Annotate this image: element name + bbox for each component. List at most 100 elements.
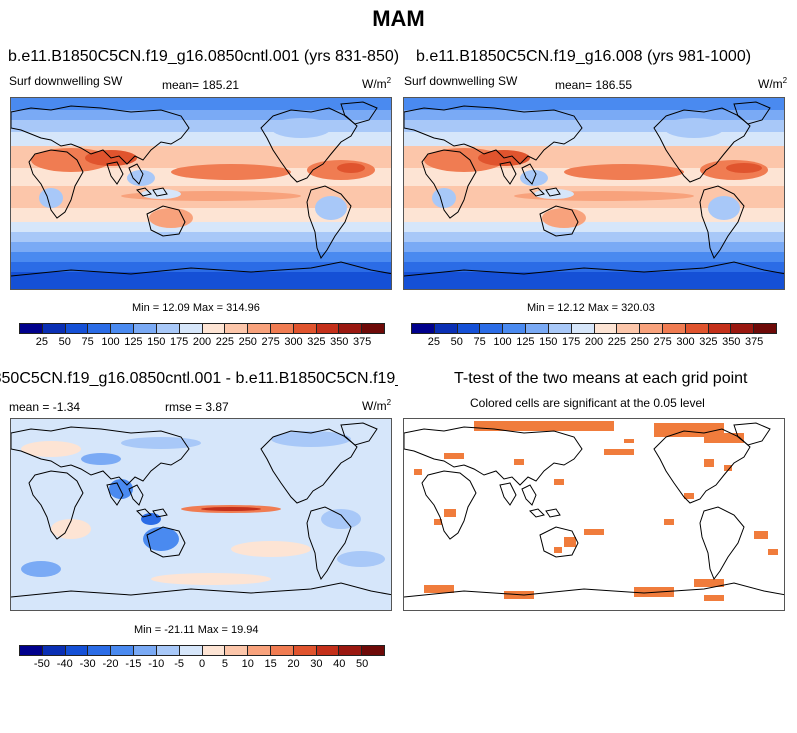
colorbar-swatch bbox=[20, 646, 43, 655]
colorbar-tick-label: 325 bbox=[699, 336, 718, 348]
field-contour bbox=[542, 208, 586, 228]
colorbar-swatch bbox=[571, 324, 595, 333]
colorbar-swatch bbox=[293, 324, 317, 333]
significant-cell bbox=[424, 585, 454, 593]
colorbar-tick-label: 150 bbox=[539, 336, 558, 348]
significant-cell bbox=[474, 421, 614, 431]
colorbar-tick-label: 100 bbox=[493, 336, 512, 348]
colorbar-tick-label: 30 bbox=[310, 658, 323, 670]
field-contour bbox=[564, 164, 684, 180]
significant-cell bbox=[704, 459, 714, 467]
colorbar-tick-label: 50 bbox=[450, 336, 463, 348]
panel3-rmse: rmse = 3.87 bbox=[165, 400, 229, 414]
colorbar-swatch bbox=[134, 646, 157, 655]
panel3-map bbox=[10, 418, 392, 611]
coastline bbox=[521, 163, 537, 185]
field-contour bbox=[21, 441, 81, 457]
coastline bbox=[733, 101, 771, 125]
coastline bbox=[11, 426, 190, 486]
map-canvas bbox=[404, 98, 784, 289]
coastline bbox=[260, 107, 358, 183]
field-contour bbox=[201, 507, 261, 511]
field-contour bbox=[39, 188, 63, 208]
colorbar-tick-label: 75 bbox=[473, 336, 486, 348]
field-contour bbox=[81, 453, 121, 465]
map-canvas bbox=[11, 98, 391, 289]
significant-cell bbox=[754, 531, 768, 539]
colorbar-tick-label: 125 bbox=[516, 336, 535, 348]
field-contour bbox=[726, 163, 762, 173]
colorbar-tick-label: 350 bbox=[330, 336, 349, 348]
coastline bbox=[106, 161, 124, 185]
colorbar-tick-label: 300 bbox=[284, 336, 303, 348]
field-band bbox=[404, 232, 784, 242]
field-contour bbox=[231, 541, 311, 557]
colorbar-swatch bbox=[202, 324, 226, 333]
coastline bbox=[340, 101, 378, 125]
colorbar-swatch bbox=[156, 646, 180, 655]
significant-cell bbox=[724, 465, 732, 471]
field-contour bbox=[534, 189, 574, 199]
colorbar-tick-label: -40 bbox=[56, 658, 73, 670]
field-contour bbox=[664, 118, 724, 138]
coastline bbox=[699, 506, 745, 581]
significant-cell bbox=[584, 529, 604, 535]
map-canvas bbox=[11, 419, 391, 610]
colorbar-tick-label: 250 bbox=[630, 336, 649, 348]
colorbar-tick-label: 100 bbox=[101, 336, 120, 348]
colorbar-tick-label: 275 bbox=[261, 336, 280, 348]
panel3-title: b.e11.B1850C5CN.f19_g16.0850cntl.001 - b… bbox=[0, 370, 398, 387]
field-contour bbox=[151, 573, 271, 585]
significant-cell bbox=[434, 519, 442, 525]
coastline bbox=[404, 105, 583, 165]
panel4-map bbox=[403, 418, 785, 611]
colorbar-swatch bbox=[42, 646, 66, 655]
field-band bbox=[11, 110, 391, 120]
coastline bbox=[152, 187, 168, 197]
field-contour bbox=[337, 551, 385, 567]
field-band bbox=[11, 262, 391, 272]
coastline bbox=[106, 482, 124, 506]
colorbar-swatch bbox=[248, 324, 271, 333]
colorbar-swatch bbox=[225, 324, 249, 333]
panel2-mean: mean= 186.55 bbox=[555, 78, 633, 92]
colorbar-swatch bbox=[179, 646, 203, 655]
coastline bbox=[146, 526, 186, 558]
panel2-variable: Surf downwelling SW bbox=[404, 74, 518, 88]
significant-cell bbox=[684, 493, 694, 499]
coastline bbox=[404, 582, 784, 598]
field-band bbox=[11, 252, 391, 262]
panel3-colorbar bbox=[19, 645, 385, 656]
coastline bbox=[733, 422, 771, 446]
colorbar-tick-label: 150 bbox=[147, 336, 166, 348]
colorbar-tick-label: 275 bbox=[653, 336, 672, 348]
colorbar-tick-label: 25 bbox=[427, 336, 440, 348]
panel2-colorbar bbox=[411, 323, 777, 334]
coastline bbox=[128, 484, 144, 506]
panel2-map bbox=[403, 97, 785, 290]
coastline bbox=[499, 482, 517, 506]
colorbar-tick-label: 325 bbox=[307, 336, 326, 348]
colorbar-swatch bbox=[548, 324, 572, 333]
significant-cell bbox=[624, 439, 634, 443]
coastline bbox=[11, 105, 190, 165]
colorbar-swatch bbox=[339, 324, 363, 333]
colorbar-swatch bbox=[731, 324, 755, 333]
field-band bbox=[11, 272, 391, 289]
field-contour bbox=[121, 437, 201, 449]
significant-cell bbox=[604, 449, 634, 455]
colorbar-tick-label: 25 bbox=[35, 336, 48, 348]
field-band bbox=[11, 222, 391, 232]
colorbar-swatch bbox=[362, 646, 384, 655]
colorbar-swatch bbox=[412, 324, 435, 333]
field-band bbox=[404, 110, 784, 120]
panel1-units: W/m2 bbox=[362, 76, 392, 91]
significant-cell bbox=[694, 579, 724, 587]
colorbar-swatch bbox=[111, 646, 135, 655]
field-band bbox=[404, 222, 784, 232]
colorbar-tick-label: -15 bbox=[125, 658, 142, 670]
significant-cell bbox=[554, 479, 564, 485]
coastline bbox=[11, 261, 391, 277]
colorbar-swatch bbox=[248, 646, 271, 655]
panel4-subtitle: Colored cells are significant at the 0.0… bbox=[470, 396, 705, 410]
